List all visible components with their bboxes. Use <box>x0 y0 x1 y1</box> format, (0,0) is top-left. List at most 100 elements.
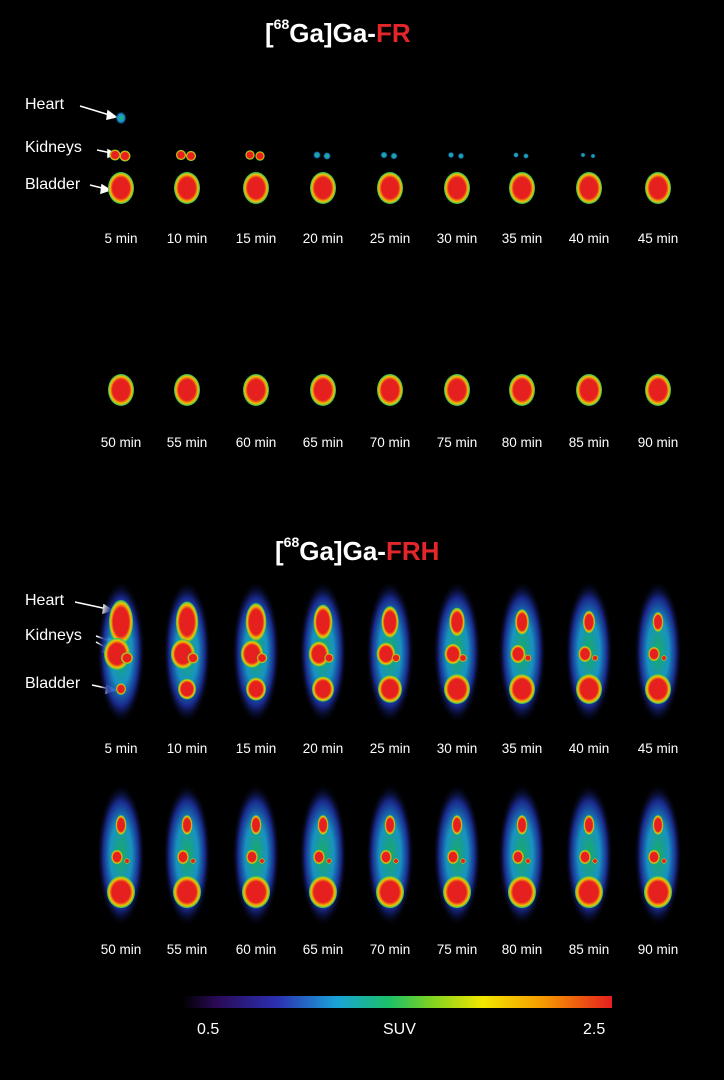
kidney-left <box>578 645 592 663</box>
kidney-right <box>121 652 133 664</box>
bladder-blob <box>576 674 602 704</box>
kidney-left <box>177 849 189 865</box>
time-label: 40 min <box>568 741 610 756</box>
time-label: 80 min <box>501 942 543 957</box>
bladder-blob <box>174 374 200 406</box>
time-label: 50 min <box>100 435 142 450</box>
time-label: 20 min <box>302 741 344 756</box>
heart-signal <box>451 815 463 835</box>
kidney-left <box>308 641 330 667</box>
time-label: 85 min <box>568 435 610 450</box>
heart-label: Heart <box>25 96 65 113</box>
heart-signal <box>652 612 664 632</box>
bladder-blob <box>576 374 602 406</box>
time-label: 65 min <box>302 942 344 957</box>
bladder-label: Bladder <box>25 176 81 193</box>
bladder-blob <box>173 875 201 909</box>
heart-signal <box>250 815 262 835</box>
bladder-blob <box>377 374 403 406</box>
bladder-blob <box>509 674 535 704</box>
heart-signal <box>449 607 465 637</box>
time-label: 60 min <box>235 942 277 957</box>
time-label: 25 min <box>369 741 411 756</box>
time-label: 30 min <box>436 741 478 756</box>
bladder-blob <box>508 875 536 909</box>
kidney-left <box>245 150 255 160</box>
kidney-right <box>390 152 398 160</box>
kidney-right <box>124 858 130 864</box>
kidney-right <box>459 654 467 662</box>
heart-signal <box>245 603 267 641</box>
bladder-blob <box>108 374 134 406</box>
bladder-blob <box>645 674 671 704</box>
heart-signal <box>313 604 333 640</box>
kidney-left <box>313 849 325 865</box>
kidney-right <box>322 151 332 161</box>
heart-signal <box>317 815 329 835</box>
bladder-blob <box>377 172 403 204</box>
time-label: 5 min <box>104 741 138 756</box>
kidney-left <box>444 643 462 665</box>
time-label: 70 min <box>369 435 411 450</box>
heart-signal <box>582 610 596 634</box>
kidney-right <box>259 858 265 864</box>
time-label: 50 min <box>100 942 142 957</box>
heart-signal <box>652 815 664 835</box>
bladder-blob <box>575 875 603 909</box>
kidney-right <box>460 858 466 864</box>
kidney-left <box>580 152 586 158</box>
bladder-blob <box>310 172 336 204</box>
bladder-blob <box>310 374 336 406</box>
bladder-blob <box>243 374 269 406</box>
kidney-right <box>185 150 197 162</box>
kidney-left <box>447 151 455 159</box>
time-label: 40 min <box>568 231 610 246</box>
heart-signal <box>384 815 396 835</box>
time-label: 15 min <box>235 741 277 756</box>
kidney-right <box>391 653 401 663</box>
kidney-right <box>119 150 131 162</box>
kidney-right <box>255 151 265 161</box>
bladder-blob <box>576 172 602 204</box>
bladder-label-2: Bladder <box>25 675 81 692</box>
kidney-right <box>187 652 199 664</box>
kidney-left <box>312 150 322 160</box>
kidney-right <box>190 858 196 864</box>
time-label: 35 min <box>501 741 543 756</box>
time-label: 65 min <box>302 435 344 450</box>
kidney-right <box>256 652 268 664</box>
time-label: 70 min <box>369 942 411 957</box>
bladder-blob <box>509 374 535 406</box>
bladder-blob <box>309 875 337 909</box>
heart-signal <box>109 600 133 644</box>
kidney-right <box>457 152 465 160</box>
heart-signal <box>181 815 193 835</box>
bladder-blob <box>444 374 470 406</box>
bladder-blob <box>243 172 269 204</box>
time-label: 25 min <box>369 231 411 246</box>
kidney-right <box>590 153 596 159</box>
kidney-right <box>661 655 667 661</box>
heart-signal <box>381 606 399 638</box>
kidney-right <box>522 152 530 160</box>
time-label: 90 min <box>637 435 679 450</box>
kidney-left <box>648 849 660 865</box>
bladder-blob <box>116 683 126 695</box>
bladder-blob <box>108 172 134 204</box>
bladder-blob <box>444 172 470 204</box>
kidney-left <box>240 640 264 668</box>
bladder-blob <box>178 678 196 700</box>
kidney-left <box>111 849 123 865</box>
colorbar-min: 0.5 <box>197 1021 220 1038</box>
time-label: 45 min <box>637 231 679 246</box>
bladder-blob <box>378 675 402 703</box>
bladder-blob <box>644 875 672 909</box>
time-label: 45 min <box>637 741 679 756</box>
bladder-blob <box>246 677 266 701</box>
panel2-title: [68Ga]Ga-FRH <box>275 534 440 566</box>
kidney-left <box>246 849 258 865</box>
kidney-left <box>380 849 392 865</box>
bladder-blob <box>107 875 135 909</box>
kidney-right <box>324 653 334 663</box>
